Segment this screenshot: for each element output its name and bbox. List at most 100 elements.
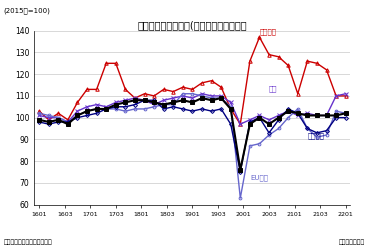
全体	[219, 94, 223, 97]
全体	[142, 99, 147, 102]
米国向け	[94, 112, 99, 115]
米国向け	[171, 105, 176, 108]
中国向け	[171, 90, 176, 93]
全体	[257, 114, 262, 117]
EU向け	[305, 127, 310, 130]
全体	[296, 114, 300, 117]
米国向け	[152, 99, 156, 102]
米国向け	[133, 103, 137, 106]
全体	[180, 94, 185, 97]
米国向け	[142, 99, 147, 102]
EU向け	[286, 116, 290, 119]
全体	[276, 114, 281, 117]
米国向け	[334, 116, 338, 119]
中国向け	[286, 64, 290, 67]
米国向け	[66, 121, 70, 124]
EU向け	[123, 110, 128, 113]
Text: 全体: 全体	[269, 85, 277, 92]
米国向け	[257, 116, 262, 119]
EU向け	[344, 112, 348, 115]
EU向け	[104, 107, 108, 110]
米国向け	[286, 107, 290, 110]
米国向け	[46, 123, 51, 126]
米国向け	[104, 107, 108, 110]
EU向け	[219, 97, 223, 100]
EU向け	[46, 114, 51, 117]
中国向け	[238, 123, 242, 126]
米国向け	[123, 105, 128, 108]
EU向け	[152, 105, 156, 108]
中国向け	[315, 62, 319, 65]
EU向け	[66, 121, 70, 124]
全体	[228, 101, 233, 104]
中国向け	[324, 68, 329, 71]
米国向け	[344, 116, 348, 119]
米国向け	[305, 127, 310, 130]
全体	[171, 97, 176, 100]
米国向け	[114, 105, 118, 108]
全体	[315, 114, 319, 117]
中国向け	[209, 79, 214, 82]
中国向け	[276, 55, 281, 58]
全体	[85, 105, 89, 108]
米国向け	[219, 107, 223, 110]
全体	[56, 116, 61, 119]
EU向け	[296, 107, 300, 110]
米国向け	[209, 110, 214, 113]
EU向け	[209, 97, 214, 100]
全体	[334, 94, 338, 97]
米国向け	[238, 170, 242, 173]
EU向け	[75, 114, 80, 117]
EU向け	[37, 112, 41, 115]
全体	[286, 110, 290, 113]
米国向け	[75, 116, 80, 119]
EU向け	[315, 136, 319, 139]
中国向け	[152, 94, 156, 97]
中国向け	[344, 94, 348, 97]
中国向け	[162, 88, 166, 91]
中国向け	[114, 62, 118, 65]
EU向け	[324, 134, 329, 137]
Line: 中国向け: 中国向け	[37, 36, 347, 126]
EU向け	[334, 110, 338, 113]
EU向け	[133, 107, 137, 110]
全体	[94, 103, 99, 106]
全体	[305, 112, 310, 115]
Title: 地域別輸出数量指数(季節調整値）の推移: 地域別輸出数量指数(季節調整値）の推移	[138, 20, 247, 30]
中国向け	[180, 86, 185, 89]
中国向け	[228, 107, 233, 110]
米国向け	[324, 129, 329, 132]
中国向け	[190, 88, 194, 91]
Text: （年・四半期）: （年・四半期）	[339, 239, 365, 245]
米国向け	[56, 121, 61, 124]
中国向け	[94, 88, 99, 91]
EU向け	[142, 107, 147, 110]
中国向け	[248, 60, 252, 63]
Text: (2015年=100): (2015年=100)	[4, 7, 51, 14]
EU向け	[276, 127, 281, 130]
EU向け	[190, 92, 194, 95]
米国向け	[85, 114, 89, 117]
全体	[152, 103, 156, 106]
EU向け	[162, 103, 166, 106]
EU向け	[94, 107, 99, 110]
中国向け	[75, 101, 80, 104]
全体	[66, 121, 70, 124]
EU向け	[56, 116, 61, 119]
全体	[114, 101, 118, 104]
全体	[75, 110, 80, 113]
全体	[46, 116, 51, 119]
中国向け	[37, 110, 41, 113]
EU向け	[114, 107, 118, 110]
中国向け	[200, 81, 204, 84]
全体	[190, 97, 194, 100]
中国向け	[219, 86, 223, 89]
中国向け	[85, 88, 89, 91]
全体	[238, 123, 242, 126]
米国向け	[276, 118, 281, 121]
中国向け	[305, 60, 310, 63]
全体	[267, 118, 271, 121]
Text: 中国向け: 中国向け	[259, 28, 276, 35]
全体	[209, 94, 214, 97]
中国向け	[123, 88, 128, 91]
